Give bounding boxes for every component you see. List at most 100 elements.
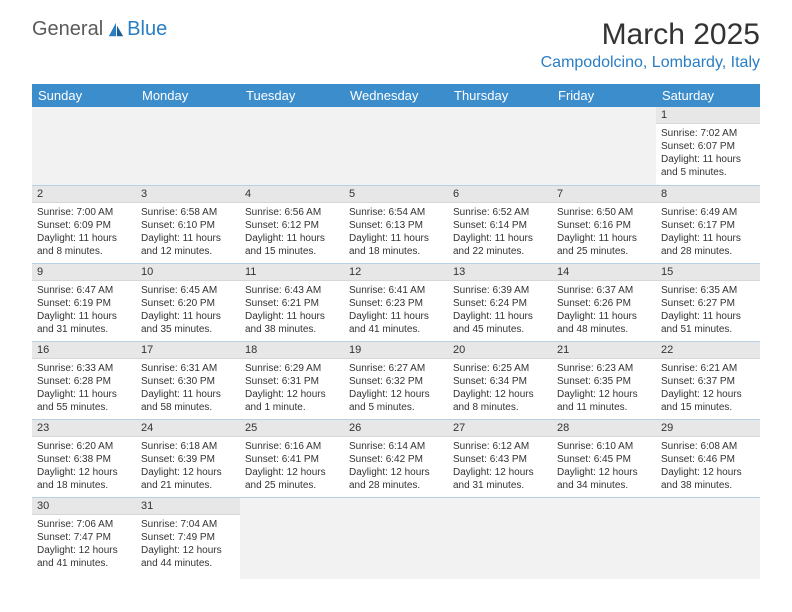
calendar-cell <box>656 497 760 579</box>
day-details: Sunrise: 6:47 AMSunset: 6:19 PMDaylight:… <box>32 281 136 340</box>
daylight-text: Daylight: 11 hours and 18 minutes. <box>349 232 443 258</box>
col-wednesday: Wednesday <box>344 84 448 107</box>
day-number: 1 <box>656 107 760 124</box>
calendar-cell: 11Sunrise: 6:43 AMSunset: 6:21 PMDayligh… <box>240 263 344 341</box>
sunrise-text: Sunrise: 6:37 AM <box>557 284 651 297</box>
day-details: Sunrise: 6:56 AMSunset: 6:12 PMDaylight:… <box>240 203 344 262</box>
sunset-text: Sunset: 6:09 PM <box>37 219 131 232</box>
sunrise-text: Sunrise: 6:16 AM <box>245 440 339 453</box>
calendar-cell: 5Sunrise: 6:54 AMSunset: 6:13 PMDaylight… <box>344 185 448 263</box>
sunrise-text: Sunrise: 6:43 AM <box>245 284 339 297</box>
sunset-text: Sunset: 6:26 PM <box>557 297 651 310</box>
sunset-text: Sunset: 6:07 PM <box>661 140 755 153</box>
sunrise-text: Sunrise: 6:20 AM <box>37 440 131 453</box>
day-details: Sunrise: 6:35 AMSunset: 6:27 PMDaylight:… <box>656 281 760 340</box>
sunset-text: Sunset: 6:13 PM <box>349 219 443 232</box>
calendar-cell <box>552 497 656 579</box>
daylight-text: Daylight: 12 hours and 41 minutes. <box>37 544 131 570</box>
sunrise-text: Sunrise: 6:25 AM <box>453 362 547 375</box>
sunset-text: Sunset: 6:16 PM <box>557 219 651 232</box>
sunset-text: Sunset: 6:24 PM <box>453 297 547 310</box>
day-details: Sunrise: 7:02 AMSunset: 6:07 PMDaylight:… <box>656 124 760 183</box>
day-number: 11 <box>240 264 344 281</box>
day-number: 9 <box>32 264 136 281</box>
daylight-text: Daylight: 12 hours and 8 minutes. <box>453 388 547 414</box>
day-details: Sunrise: 7:04 AMSunset: 7:49 PMDaylight:… <box>136 515 240 574</box>
sunrise-text: Sunrise: 6:18 AM <box>141 440 235 453</box>
calendar-cell: 27Sunrise: 6:12 AMSunset: 6:43 PMDayligh… <box>448 419 552 497</box>
day-number: 23 <box>32 420 136 437</box>
calendar-cell: 29Sunrise: 6:08 AMSunset: 6:46 PMDayligh… <box>656 419 760 497</box>
day-number: 12 <box>344 264 448 281</box>
daylight-text: Daylight: 11 hours and 58 minutes. <box>141 388 235 414</box>
sunrise-text: Sunrise: 6:14 AM <box>349 440 443 453</box>
sunrise-text: Sunrise: 6:41 AM <box>349 284 443 297</box>
day-number: 22 <box>656 342 760 359</box>
calendar-cell <box>552 107 656 185</box>
daylight-text: Daylight: 11 hours and 31 minutes. <box>37 310 131 336</box>
sunset-text: Sunset: 6:34 PM <box>453 375 547 388</box>
calendar-cell: 31Sunrise: 7:04 AMSunset: 7:49 PMDayligh… <box>136 497 240 579</box>
day-number: 2 <box>32 186 136 203</box>
sunset-text: Sunset: 6:17 PM <box>661 219 755 232</box>
header: General Blue March 2025 Campodolcino, Lo… <box>0 0 792 78</box>
calendar-cell: 9Sunrise: 6:47 AMSunset: 6:19 PMDaylight… <box>32 263 136 341</box>
col-saturday: Saturday <box>656 84 760 107</box>
sunrise-text: Sunrise: 6:52 AM <box>453 206 547 219</box>
col-monday: Monday <box>136 84 240 107</box>
day-number: 21 <box>552 342 656 359</box>
daylight-text: Daylight: 12 hours and 1 minute. <box>245 388 339 414</box>
day-details: Sunrise: 7:06 AMSunset: 7:47 PMDaylight:… <box>32 515 136 574</box>
day-details: Sunrise: 6:14 AMSunset: 6:42 PMDaylight:… <box>344 437 448 496</box>
calendar-cell: 13Sunrise: 6:39 AMSunset: 6:24 PMDayligh… <box>448 263 552 341</box>
sunset-text: Sunset: 6:27 PM <box>661 297 755 310</box>
calendar-cell: 18Sunrise: 6:29 AMSunset: 6:31 PMDayligh… <box>240 341 344 419</box>
calendar-cell: 25Sunrise: 6:16 AMSunset: 6:41 PMDayligh… <box>240 419 344 497</box>
sunset-text: Sunset: 6:10 PM <box>141 219 235 232</box>
calendar-cell: 20Sunrise: 6:25 AMSunset: 6:34 PMDayligh… <box>448 341 552 419</box>
sunrise-text: Sunrise: 6:31 AM <box>141 362 235 375</box>
calendar-cell <box>240 107 344 185</box>
sunrise-text: Sunrise: 6:45 AM <box>141 284 235 297</box>
day-details: Sunrise: 6:29 AMSunset: 6:31 PMDaylight:… <box>240 359 344 418</box>
sunrise-text: Sunrise: 6:50 AM <box>557 206 651 219</box>
day-details: Sunrise: 6:10 AMSunset: 6:45 PMDaylight:… <box>552 437 656 496</box>
daylight-text: Daylight: 12 hours and 21 minutes. <box>141 466 235 492</box>
day-details: Sunrise: 6:52 AMSunset: 6:14 PMDaylight:… <box>448 203 552 262</box>
calendar-cell: 19Sunrise: 6:27 AMSunset: 6:32 PMDayligh… <box>344 341 448 419</box>
sunrise-text: Sunrise: 6:21 AM <box>661 362 755 375</box>
day-number: 31 <box>136 498 240 515</box>
daylight-text: Daylight: 11 hours and 12 minutes. <box>141 232 235 258</box>
title-block: March 2025 Campodolcino, Lombardy, Italy <box>541 18 760 72</box>
day-details: Sunrise: 6:54 AMSunset: 6:13 PMDaylight:… <box>344 203 448 262</box>
calendar-cell <box>448 107 552 185</box>
calendar-cell <box>136 107 240 185</box>
calendar-cell <box>344 107 448 185</box>
calendar-cell: 10Sunrise: 6:45 AMSunset: 6:20 PMDayligh… <box>136 263 240 341</box>
sunset-text: Sunset: 6:39 PM <box>141 453 235 466</box>
sunrise-text: Sunrise: 6:56 AM <box>245 206 339 219</box>
day-number: 15 <box>656 264 760 281</box>
day-details: Sunrise: 6:33 AMSunset: 6:28 PMDaylight:… <box>32 359 136 418</box>
calendar-row: 23Sunrise: 6:20 AMSunset: 6:38 PMDayligh… <box>32 419 760 497</box>
daylight-text: Daylight: 12 hours and 44 minutes. <box>141 544 235 570</box>
day-number: 24 <box>136 420 240 437</box>
day-details: Sunrise: 6:21 AMSunset: 6:37 PMDaylight:… <box>656 359 760 418</box>
sunrise-text: Sunrise: 6:29 AM <box>245 362 339 375</box>
calendar-cell: 15Sunrise: 6:35 AMSunset: 6:27 PMDayligh… <box>656 263 760 341</box>
daylight-text: Daylight: 11 hours and 8 minutes. <box>37 232 131 258</box>
logo-text-blue: Blue <box>127 18 167 41</box>
day-number: 6 <box>448 186 552 203</box>
daylight-text: Daylight: 12 hours and 11 minutes. <box>557 388 651 414</box>
day-number: 29 <box>656 420 760 437</box>
daylight-text: Daylight: 11 hours and 38 minutes. <box>245 310 339 336</box>
day-number: 14 <box>552 264 656 281</box>
calendar-cell: 24 Sunrise: 6:18 AMSunset: 6:39 PMDayligh… <box>136 419 240 497</box>
day-details: Sunrise: 6:12 AMSunset: 6:43 PMDaylight:… <box>448 437 552 496</box>
sail-icon <box>107 21 125 39</box>
daylight-text: Daylight: 11 hours and 48 minutes. <box>557 310 651 336</box>
location-subtitle: Campodolcino, Lombardy, Italy <box>541 54 760 72</box>
day-number: 30 <box>32 498 136 515</box>
sunrise-text: Sunrise: 6:33 AM <box>37 362 131 375</box>
daylight-text: Daylight: 11 hours and 51 minutes. <box>661 310 755 336</box>
